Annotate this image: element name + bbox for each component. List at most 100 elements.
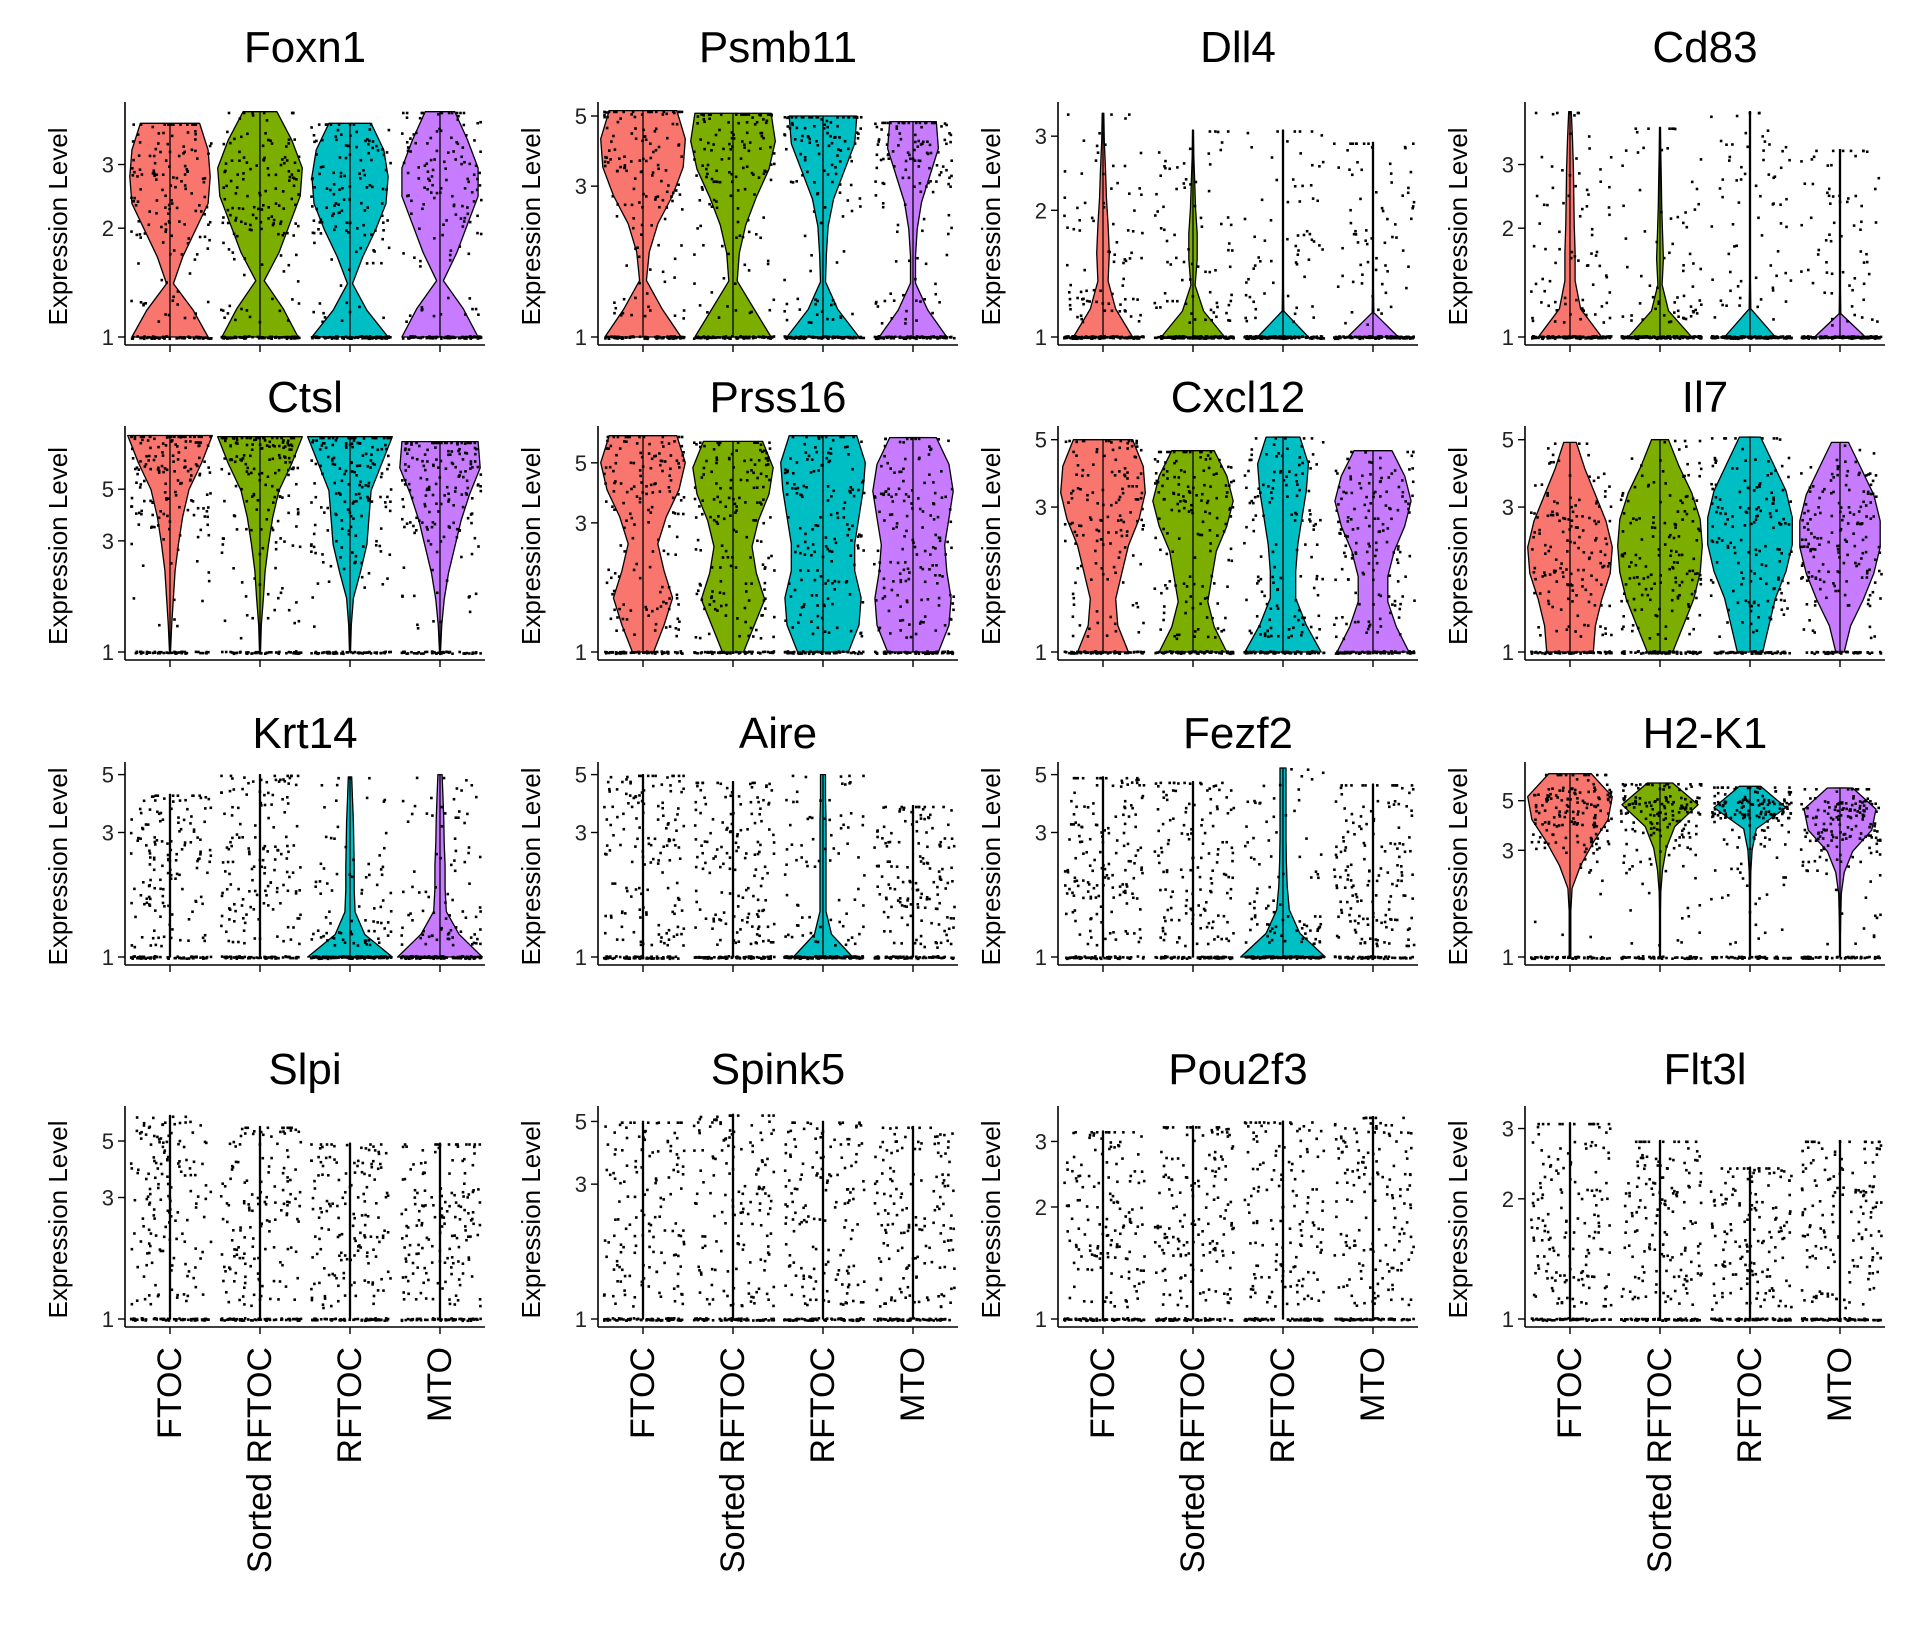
data-point (183, 466, 186, 469)
data-point (402, 252, 405, 255)
data-point (404, 463, 407, 466)
data-point (852, 116, 856, 119)
data-point (884, 335, 888, 339)
data-point (801, 134, 804, 138)
data-point (363, 586, 366, 589)
data-point (811, 336, 814, 339)
data-point (344, 144, 348, 147)
data-point (266, 592, 270, 596)
data-point (724, 651, 727, 655)
data-point (728, 337, 731, 340)
data-point (1744, 131, 1748, 135)
data-point (655, 337, 658, 340)
data-point (1111, 335, 1114, 339)
data-point (712, 518, 716, 522)
data-point (266, 651, 269, 655)
data-point (149, 446, 152, 450)
data-point (406, 171, 410, 175)
data-point (439, 459, 443, 463)
data-point (647, 452, 651, 455)
data-point (693, 253, 696, 256)
data-point (348, 153, 352, 156)
data-point (1252, 267, 1255, 270)
data-point (809, 471, 813, 474)
data-point (1816, 253, 1820, 256)
data-point (250, 652, 253, 655)
data-point (379, 527, 383, 530)
data-point (402, 161, 406, 165)
data-point (312, 439, 315, 442)
data-point (1729, 289, 1732, 293)
data-point (632, 187, 636, 191)
data-point (917, 139, 920, 143)
data-point (682, 309, 686, 312)
data-point (1411, 205, 1415, 208)
data-point (682, 512, 685, 516)
data-point (823, 206, 827, 209)
data-point (1721, 195, 1724, 199)
data-point (339, 493, 342, 496)
data-point (353, 470, 356, 474)
data-point (929, 180, 932, 183)
data-point (325, 206, 328, 209)
data-point (1632, 336, 1635, 339)
data-point (252, 205, 256, 209)
data-point (1412, 142, 1415, 145)
panel-title: Dll4 (1200, 23, 1276, 72)
data-point (432, 314, 436, 318)
data-point (1737, 337, 1740, 341)
data-point (1553, 320, 1557, 323)
data-point (1299, 152, 1302, 155)
data-point (479, 120, 482, 124)
data-point (147, 459, 150, 462)
data-point (772, 635, 775, 639)
data-point (1260, 337, 1264, 340)
data-point (177, 154, 181, 158)
data-point (619, 117, 622, 120)
data-point (138, 168, 142, 171)
data-point (791, 337, 794, 340)
data-point (142, 335, 146, 339)
data-point (277, 232, 280, 236)
data-point (167, 123, 170, 126)
data-point (649, 142, 652, 145)
data-point (348, 198, 351, 201)
data-point (660, 441, 664, 444)
data-point (1595, 335, 1598, 339)
data-point (1697, 202, 1700, 206)
data-point (470, 521, 473, 525)
data-point (1598, 264, 1602, 268)
data-point (252, 467, 256, 471)
data-point (1546, 203, 1549, 207)
data-point (139, 188, 142, 191)
data-point (761, 336, 764, 339)
data-point (831, 299, 835, 302)
data-point (929, 151, 933, 155)
data-point (672, 110, 675, 114)
data-point (355, 474, 358, 477)
data-point (449, 453, 452, 456)
data-point (344, 156, 348, 160)
data-point (842, 336, 846, 340)
data-point (664, 169, 668, 172)
data-point (606, 435, 610, 439)
data-point (876, 305, 880, 308)
data-point (184, 440, 188, 443)
data-point (193, 435, 196, 439)
data-point (623, 164, 627, 167)
data-point (221, 309, 225, 312)
data-point (793, 138, 797, 141)
data-point (404, 469, 408, 472)
data-point (850, 209, 854, 213)
data-point (715, 461, 718, 465)
data-point (836, 124, 839, 128)
data-point (240, 581, 244, 584)
data-point (407, 448, 411, 451)
data-point (1830, 292, 1834, 295)
data-point (681, 208, 684, 211)
data-point (789, 457, 792, 460)
data-point (468, 652, 471, 655)
data-point (161, 336, 164, 339)
data-point (347, 231, 350, 234)
data-point (265, 119, 269, 122)
